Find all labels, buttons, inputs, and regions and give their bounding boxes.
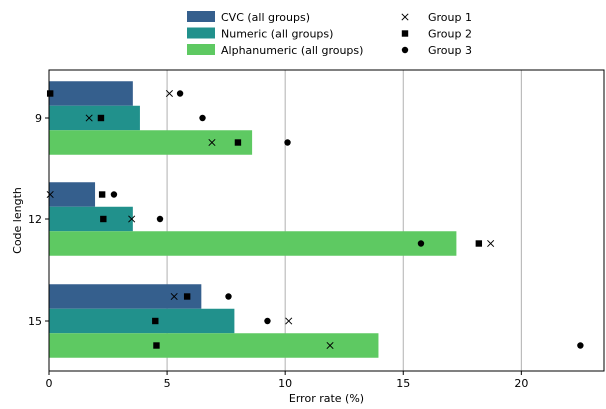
marker-group3-15 — [264, 317, 271, 325]
x-axis: 0 5 10 15 20 — [46, 371, 528, 390]
plot-frame — [48, 69, 605, 372]
marker-group1-15 — [285, 317, 293, 325]
marker-group1-15 — [170, 292, 178, 301]
marker-group3-9 — [176, 90, 184, 97]
marker-group2-15 — [153, 342, 160, 349]
legend-marker — [401, 13, 409, 21]
marker-group1-12 — [128, 215, 136, 223]
grid-lines — [166, 70, 522, 371]
y-tick-label: 12 — [28, 213, 42, 226]
marker-group3-12 — [417, 240, 425, 247]
legend-label: CVC (all groups) — [221, 11, 310, 24]
y-tick-label: 9 — [35, 112, 42, 125]
marker-group1-9 — [165, 89, 174, 98]
plot-area — [46, 69, 605, 372]
marker-group1-12 — [487, 239, 495, 248]
marker-group1-9 — [208, 138, 216, 147]
bar-numeric-9 — [49, 105, 140, 131]
bar-alphanumeric-15 — [49, 333, 379, 358]
bar-alphanumeric-9 — [49, 130, 253, 155]
bar-numeric-15 — [49, 308, 235, 334]
group-markers — [46, 89, 584, 350]
marker-group2-15 — [183, 293, 191, 300]
bar-numeric-12 — [49, 206, 133, 232]
y-tick-label: 15 — [28, 315, 42, 328]
marker-group2-9 — [234, 139, 242, 146]
bar-cvc-15 — [49, 284, 202, 309]
x-tick-label: 20 — [514, 377, 528, 390]
marker-group2-12 — [100, 215, 107, 223]
bar-alphanumeric-12 — [49, 231, 457, 256]
bar-cvc-9 — [49, 81, 133, 106]
legend: CVC (all groups) Numeric (all groups) Alph… — [187, 11, 472, 57]
marker-group1-12 — [46, 190, 54, 199]
marker-group1-15 — [326, 341, 334, 350]
bar-cvc-12 — [49, 182, 96, 207]
legend-swatch — [187, 11, 215, 22]
x-tick-label: 15 — [396, 377, 410, 390]
legend-label: Group 3 — [428, 44, 472, 57]
marker-group3-12 — [110, 191, 118, 198]
marker-group3-15 — [225, 293, 232, 300]
marker-group3-9 — [199, 114, 206, 122]
marker-group2-12 — [475, 240, 483, 247]
y-axis-title: Code length — [11, 187, 24, 254]
x-tick-label: 0 — [46, 377, 53, 390]
marker-group1-9 — [85, 114, 93, 122]
x-tick-label: 5 — [164, 377, 171, 390]
marker-group3-12 — [156, 215, 164, 223]
legend-label: Group 2 — [428, 28, 472, 41]
marker-group3-9 — [284, 139, 291, 146]
marker-group2-9 — [97, 114, 105, 122]
y-axis: 9 12 15 — [28, 112, 49, 328]
marker-group3-15 — [577, 342, 584, 349]
marker-group2-12 — [98, 191, 106, 198]
x-axis-title: Error rate (%) — [289, 392, 364, 405]
legend-label: Numeric (all groups) — [221, 28, 333, 41]
marker-group2-9 — [46, 90, 54, 97]
x-tick-label: 10 — [278, 377, 292, 390]
legend-marker — [401, 30, 409, 37]
legend-marker — [401, 46, 409, 54]
legend-label: Group 1 — [428, 11, 472, 24]
marker-group2-15 — [152, 317, 159, 325]
legend-swatch — [187, 27, 215, 39]
legend-label: Alphanumeric (all groups) — [221, 44, 363, 57]
legend-swatch — [187, 44, 215, 55]
bars — [49, 81, 457, 358]
